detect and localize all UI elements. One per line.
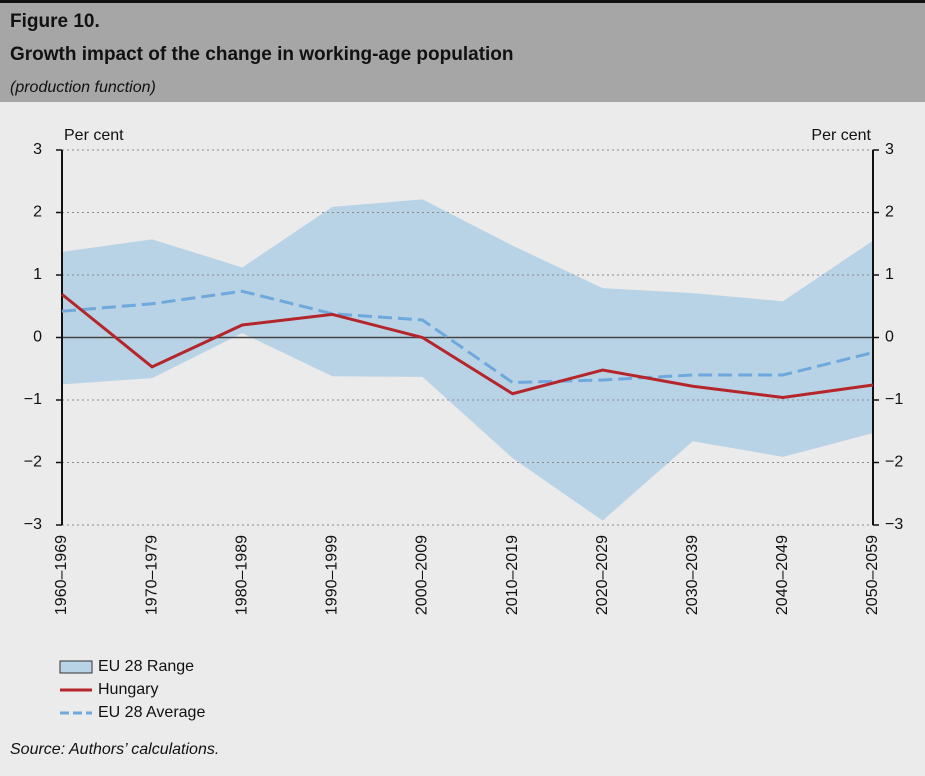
y2-tick-label: −2 <box>885 454 903 471</box>
y-tick-label: −1 <box>24 391 42 408</box>
x-tick-label: 1980–1989 <box>233 535 250 615</box>
header-band <box>0 2 925 102</box>
x-tick-label: 2030–2039 <box>684 535 701 615</box>
y2-tick-label: −3 <box>885 516 903 533</box>
legend-label: EU 28 Range <box>98 658 194 675</box>
y-tick-label: −3 <box>24 516 42 533</box>
x-tick-label: 1960–1969 <box>53 535 70 615</box>
x-tick-label: 2010–2019 <box>504 535 521 615</box>
y-tick-label: 0 <box>33 329 42 346</box>
header-rule <box>0 0 925 3</box>
hungary-line <box>61 293 874 400</box>
y2-axis-label: Per cent <box>811 127 871 144</box>
figure-title: Growth impact of the change in working-a… <box>10 44 514 65</box>
y-tick-label: 1 <box>33 266 42 283</box>
figure-number: Figure 10. <box>10 11 100 32</box>
range-area <box>62 199 873 521</box>
y2-tick-label: 2 <box>885 204 894 221</box>
figure-subtitle: (production function) <box>10 79 156 96</box>
source-note: Source: Authors’ calculations. <box>10 741 219 758</box>
x-tick-label: 2000–2009 <box>414 535 431 615</box>
y-tick-label: −2 <box>24 454 42 471</box>
y2-tick-label: 0 <box>885 329 894 346</box>
legend-label: Hungary <box>98 681 158 698</box>
y2-tick-label: 3 <box>885 141 894 158</box>
x-tick-label: 2040–2049 <box>774 535 791 615</box>
legend-swatch <box>59 660 93 674</box>
y2-tick-label: 1 <box>885 266 894 283</box>
y2-tick-label: −1 <box>885 391 903 408</box>
x-tick-label: 2020–2029 <box>594 535 611 615</box>
y-tick-label: 2 <box>33 204 42 221</box>
y-axis-label: Per cent <box>64 127 124 144</box>
x-tick-label: 1990–1999 <box>324 535 341 615</box>
y-tick-label: 3 <box>33 141 42 158</box>
legend-label: EU 28 Average <box>98 704 205 721</box>
x-tick-label: 1970–1979 <box>143 535 160 615</box>
x-tick-label: 2050–2059 <box>864 535 881 615</box>
